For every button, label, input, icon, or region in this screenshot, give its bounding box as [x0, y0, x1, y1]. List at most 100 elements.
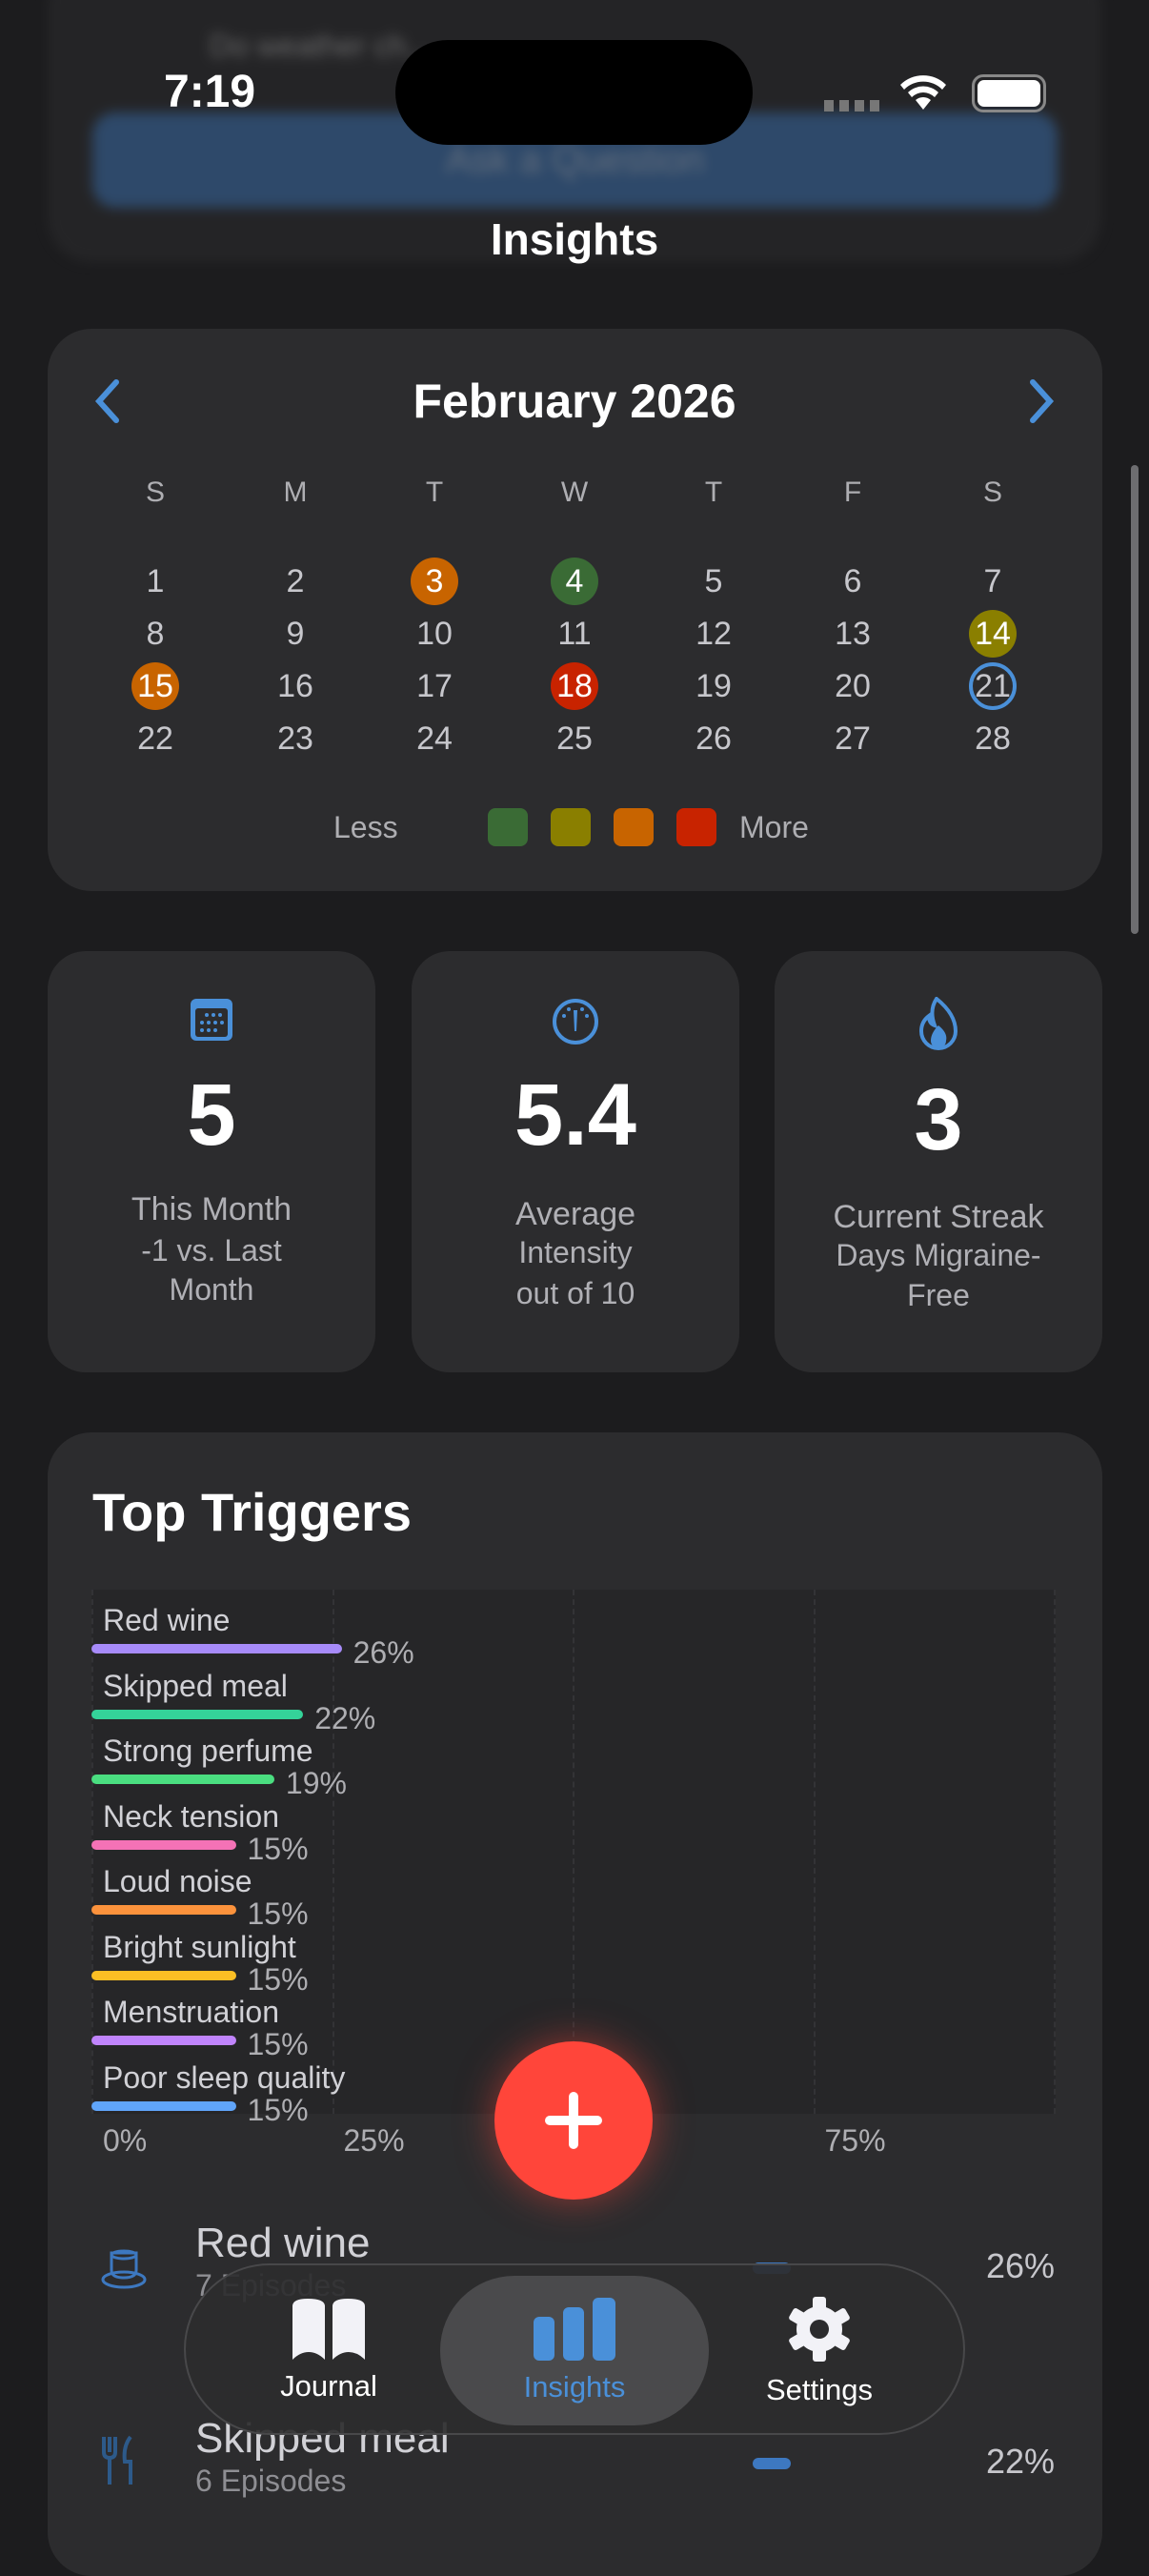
top-triggers-title: Top Triggers — [92, 1482, 412, 1542]
ask-question-button[interactable]: Ask a Question — [92, 112, 1058, 208]
calendar-day[interactable]: 14 — [969, 610, 1017, 658]
legend-swatch — [488, 808, 528, 846]
bar — [91, 2036, 236, 2045]
weekday-label: S — [145, 477, 165, 508]
bar-value-label: 15% — [247, 1831, 309, 1866]
calendar-day[interactable]: 23 — [277, 720, 313, 757]
calendar-day[interactable]: 22 — [137, 720, 173, 757]
battery-icon — [972, 74, 1046, 112]
gauge-icon — [412, 997, 739, 1051]
calendar-day[interactable]: 27 — [835, 720, 871, 757]
cup-icon — [100, 2247, 148, 2294]
calendar-day[interactable]: 2 — [286, 562, 305, 599]
chevron-left-icon[interactable] — [91, 377, 124, 425]
calendar-day[interactable]: 28 — [975, 720, 1011, 757]
legend-more: More — [739, 810, 809, 844]
legend-swatch — [551, 808, 591, 846]
bar-value-label: 15% — [247, 1961, 309, 1997]
add-button[interactable] — [494, 2041, 653, 2200]
stat-sub: out of 10 — [515, 1276, 635, 1310]
bar — [91, 2100, 236, 2111]
dynamic-island — [395, 40, 753, 145]
gridline — [91, 1590, 93, 2114]
bar-label: Bright sunlight — [103, 1929, 296, 1964]
calendar-day[interactable]: 3 — [411, 558, 458, 605]
weekday-label: W — [560, 477, 589, 508]
calendar-day[interactable]: 8 — [146, 615, 165, 652]
stat-sub: -1 vs. Last — [141, 1233, 282, 1268]
chevron-right-icon[interactable] — [1025, 377, 1058, 425]
calendar-day[interactable]: 13 — [835, 615, 871, 652]
calendar-day[interactable]: 6 — [843, 562, 862, 599]
calendar-day[interactable]: 25 — [556, 720, 593, 757]
stat-label: This Month — [131, 1191, 292, 1227]
calendar-day[interactable]: 1 — [146, 562, 165, 599]
calendar-day[interactable]: 16 — [277, 667, 313, 704]
month-label: February 2026 — [413, 375, 736, 428]
gridline — [813, 1590, 816, 2114]
calendar-day[interactable]: 17 — [416, 667, 453, 704]
signal-icon — [824, 100, 879, 112]
weekday-label: T — [425, 477, 444, 508]
gridline — [1054, 1590, 1056, 2114]
bar-value-label: 15% — [247, 1897, 309, 1931]
calendar-day[interactable]: 7 — [983, 562, 1002, 599]
bar — [91, 1775, 274, 1784]
calendar-day[interactable]: 24 — [416, 720, 453, 757]
scrollbar[interactable] — [1131, 465, 1139, 934]
legend-swatch — [614, 808, 654, 846]
calendar-day[interactable]: 5 — [704, 562, 723, 599]
chart-bar-icon — [534, 2297, 615, 2361]
calendar-day[interactable]: 15 — [131, 662, 179, 710]
question-item: Do weather ch... — [210, 29, 432, 63]
bar-value-label: 15% — [247, 2092, 309, 2127]
tab-insights[interactable]: Insights — [441, 2276, 708, 2425]
stat-card: 5 This Month -1 vs. Last Month — [48, 951, 375, 1372]
calendar-day[interactable]: 18 — [551, 662, 598, 710]
tab-label: Journal — [280, 2368, 377, 2403]
calendar-day[interactable]: 12 — [695, 615, 732, 652]
weekday-label: T — [704, 477, 723, 508]
status-time: 7:19 — [164, 67, 256, 117]
stat-value: 5.4 — [514, 1066, 636, 1164]
bar-label: Menstruation — [103, 1995, 279, 2029]
trigger-share-bar — [753, 2458, 791, 2469]
stat-label: Average — [514, 1196, 636, 1232]
tab-journal[interactable]: Journal — [195, 2276, 462, 2425]
calendar-day[interactable]: 20 — [835, 667, 871, 704]
weekday-label: F — [843, 477, 862, 508]
legend-less: Less — [333, 810, 398, 844]
stat-sub: Month — [169, 1272, 254, 1307]
bar-value-label: 26% — [353, 1635, 414, 1670]
legend-swatch — [676, 808, 716, 846]
tab-label: Insights — [523, 2369, 626, 2404]
calendar-day[interactable]: 26 — [695, 720, 732, 757]
page-title: Insights — [490, 214, 659, 264]
trigger-percent: 26% — [985, 2246, 1055, 2285]
bar-value-label: 15% — [247, 2027, 309, 2061]
bar — [91, 1644, 342, 1653]
trigger-count: 6 Episodes — [195, 2464, 347, 2498]
stat-card: 3 Current Streak Days Migraine- Free — [775, 951, 1102, 1372]
calendar-day[interactable]: 4 — [551, 558, 598, 605]
stat-sub: Days Migraine- — [836, 1238, 1041, 1272]
bar-label: Strong perfume — [103, 1734, 313, 1768]
bar-label: Loud noise — [103, 1864, 252, 1898]
trigger-percent: 22% — [985, 2442, 1055, 2481]
calendar-icon — [48, 997, 375, 1047]
tab-settings[interactable]: Settings — [686, 2276, 953, 2425]
wifi-icon — [900, 75, 946, 110]
bar — [91, 1970, 236, 1980]
stat-label: Current Streak — [833, 1199, 1044, 1235]
calendar-day[interactable]: 21 — [969, 662, 1017, 710]
weekday-label: M — [283, 477, 308, 508]
calendar-day[interactable]: 19 — [695, 667, 732, 704]
x-tick-label: 25% — [343, 2123, 405, 2158]
gridline — [573, 1590, 574, 2114]
calendar-day[interactable]: 10 — [416, 615, 453, 652]
stat-value: 5 — [187, 1066, 236, 1164]
bar — [91, 1709, 304, 1719]
calendar-day[interactable]: 11 — [557, 615, 592, 652]
calendar-day[interactable]: 9 — [286, 615, 305, 652]
bar-value-label: 19% — [285, 1766, 347, 1800]
